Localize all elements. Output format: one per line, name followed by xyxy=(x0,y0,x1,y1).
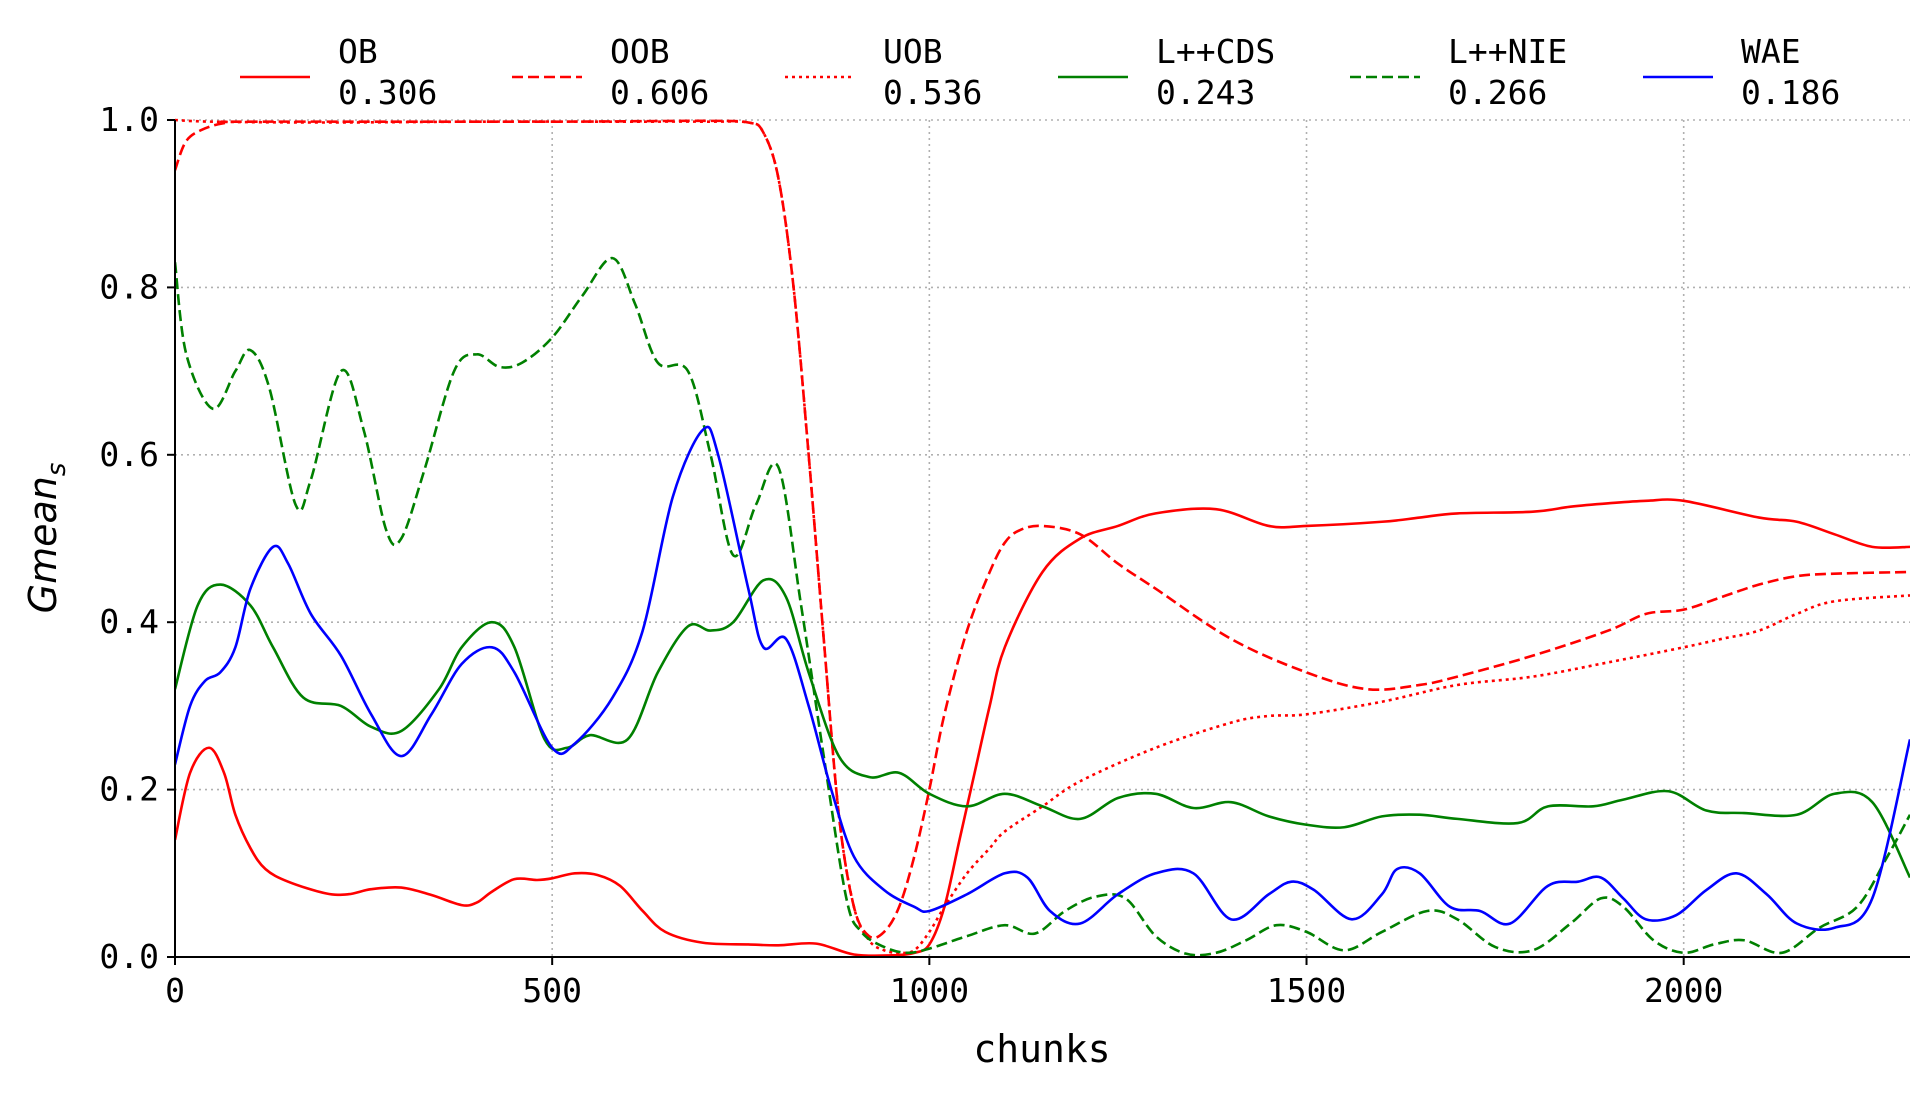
grid xyxy=(175,119,1910,957)
legend-label: WAE xyxy=(1741,32,1801,71)
legend-label: L++CDS xyxy=(1156,32,1275,71)
legend-label: UOB xyxy=(883,32,943,71)
x-tick-label: 1000 xyxy=(890,971,969,1010)
y-tick-label: 1.0 xyxy=(99,100,159,139)
series-group xyxy=(175,118,1910,958)
axes xyxy=(174,120,1910,958)
series-line-lppnie xyxy=(175,256,1910,957)
legend-label: OOB xyxy=(610,32,670,71)
x-tick-label: 500 xyxy=(522,971,582,1010)
series-line-lppcds xyxy=(175,577,1910,879)
series-line-uob xyxy=(175,118,1910,955)
y-tick-label: 0.6 xyxy=(99,435,159,474)
y-tick-label: 0.8 xyxy=(99,267,159,306)
legend-score: 0.266 xyxy=(1448,73,1547,112)
y-tick-label: 0.0 xyxy=(99,937,159,976)
legend-score: 0.243 xyxy=(1156,73,1255,112)
y-tick-label: 0.4 xyxy=(99,602,159,641)
x-tick-label: 1500 xyxy=(1267,971,1346,1010)
legend-score: 0.606 xyxy=(610,73,709,112)
plot-area xyxy=(175,118,1910,958)
y-tick-label: 0.2 xyxy=(99,770,159,809)
x-tick-label: 0 xyxy=(165,971,185,1010)
legend-item-ob: OB0.306 xyxy=(240,32,437,112)
series-line-oob xyxy=(175,119,1910,940)
y-axis-label-subscript: s xyxy=(42,463,72,477)
series-line-wae xyxy=(175,425,1910,931)
legend-label: OB xyxy=(338,32,378,71)
ticks: 0 500 1000 1500 2000 0.0 0.2 0.4 0.6 0.8 1.0 xyxy=(99,100,1723,1010)
y-axis-label-main: Gmean xyxy=(21,476,65,613)
legend-score: 0.186 xyxy=(1741,73,1840,112)
series-line-ob xyxy=(175,498,1910,958)
x-axis-label: chunks xyxy=(973,1027,1110,1071)
x-tick-label: 2000 xyxy=(1644,971,1723,1010)
legend-score: 0.536 xyxy=(883,73,982,112)
legend-label: L++NIE xyxy=(1448,32,1567,71)
legend-score: 0.306 xyxy=(338,73,437,112)
y-axis-label: Gmeans xyxy=(21,463,72,614)
